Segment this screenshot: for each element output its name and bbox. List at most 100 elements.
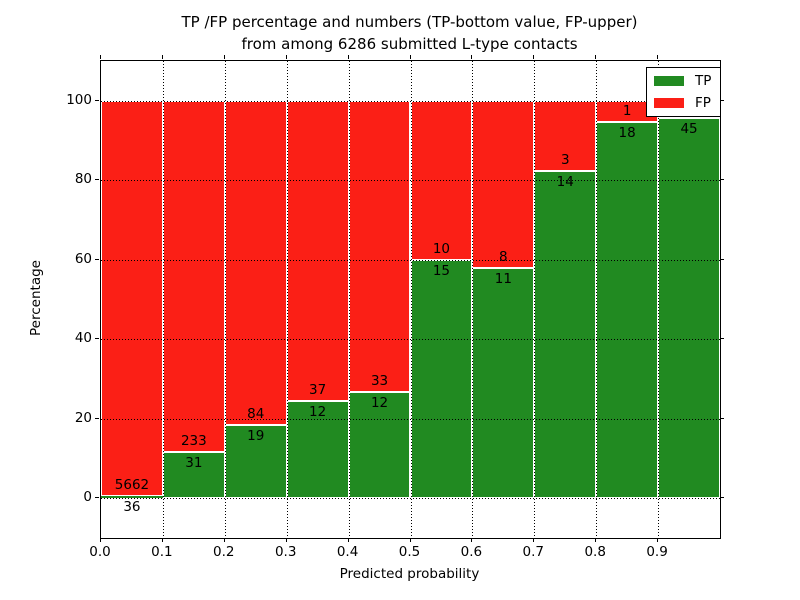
gridline-y-80 (101, 180, 720, 182)
x-tick-bottom-0.5 (409, 538, 411, 542)
bar-label-fp-0.2-0.3: 84 (247, 405, 265, 422)
bar-segment-fp-0.3-0.4 (286, 100, 349, 401)
bar-label-tp-0.1-0.2: 31 (185, 454, 203, 471)
x-tick-label-0.8: 0.8 (584, 544, 606, 560)
chart-title-line2: from among 6286 submitted L-type contact… (241, 35, 578, 53)
gridline-y-0 (101, 498, 720, 500)
gridline-y-40 (101, 339, 720, 341)
y-tick-right-40 (720, 338, 724, 340)
legend-item-fp: FP (654, 96, 711, 110)
x-tick-bottom-0.3 (285, 538, 287, 542)
legend: TP FP (646, 67, 722, 117)
gridline-x-0.5 (410, 61, 412, 538)
y-tick-left-100 (95, 99, 99, 101)
gridline-x-0.8 (596, 61, 598, 538)
gridline-y-20 (101, 418, 720, 420)
x-tick-bottom-0.2 (223, 538, 225, 542)
bar-label-tp-0.0-0.1: 36 (123, 498, 141, 515)
y-tick-left-80 (95, 179, 99, 181)
x-tick-top-0.8 (595, 55, 597, 59)
bar-label-tp-0.7-0.8: 14 (556, 173, 574, 190)
x-tick-label-0.5: 0.5 (398, 544, 421, 560)
x-tick-label-0.2: 0.2 (213, 544, 235, 560)
gridline-x-0.7 (534, 61, 536, 538)
bar-segment-fp-0.6-0.7 (472, 100, 535, 269)
y-tick-right-100 (720, 99, 724, 101)
y-tick-right-20 (720, 417, 724, 419)
legend-item-tp: TP (654, 74, 711, 88)
y-tick-left-40 (95, 338, 99, 340)
x-tick-label-0.9: 0.9 (646, 544, 668, 560)
x-tick-top-0.7 (533, 55, 535, 59)
y-tick-label-0: 0 (83, 489, 92, 506)
bar-label-fp-0.1-0.2: 233 (180, 432, 207, 449)
x-tick-label-0.4: 0.4 (336, 544, 359, 560)
y-tick-label-60: 60 (74, 250, 92, 267)
legend-label-fp: FP (695, 95, 711, 111)
bar-label-tp-0.6-0.7: 11 (494, 271, 512, 288)
bar-segment-tp-0.0-0.1 (101, 495, 163, 499)
plot-area: 5662 36 233 31 84 19 37 12 33 12 10 15 8 11 3 14 1 18 45 (100, 60, 721, 539)
x-tick-bottom-0.1 (161, 538, 163, 542)
bar-label-tp-0.5-0.6: 15 (432, 262, 451, 279)
gridline-x-0.1 (162, 61, 164, 538)
x-axis-label: Predicted probability (339, 566, 480, 582)
x-tick-bottom-0.6 (471, 538, 473, 542)
x-tick-top-0.4 (347, 55, 349, 59)
bar-segment-fp-0.4-0.5 (348, 100, 411, 393)
bar-segment-tp-0.8-0.9 (596, 121, 659, 499)
legend-label-tp: TP (695, 73, 712, 89)
x-tick-top-0.3 (285, 55, 287, 59)
y-tick-left-0 (95, 497, 99, 499)
fp-swatch-icon (654, 98, 684, 108)
x-tick-top-0.1 (161, 55, 163, 59)
x-tick-top-0.9 (657, 55, 659, 59)
gridline-x-0.2 (224, 61, 226, 538)
bar-label-fp-0.7-0.8: 3 (560, 151, 570, 168)
bar-segment-tp-0.7-0.8 (534, 170, 597, 499)
bar-label-fp-0.6-0.7: 8 (499, 249, 508, 266)
y-tick-right-80 (720, 179, 724, 181)
x-tick-label-0.3: 0.3 (274, 544, 297, 560)
bar-label-fp-0.3-0.4: 37 (309, 381, 327, 398)
bar-segment-tp-0.6-0.7 (472, 268, 535, 499)
y-tick-left-60 (95, 258, 99, 260)
gridline-x-0.3 (286, 61, 288, 538)
x-tick-bottom-0.8 (595, 538, 597, 542)
x-tick-bottom-0.9 (657, 538, 659, 542)
y-axis-label: Percentage (28, 260, 44, 336)
chart-title-line1: TP /FP percentage and numbers (TP-bottom… (181, 13, 638, 31)
gridline-x-0.9 (658, 61, 660, 538)
x-tick-top-0.5 (409, 55, 411, 59)
bar-segment-fp-0.2-0.3 (224, 100, 287, 425)
bar-label-fp-0.0-0.1: 5662 (114, 476, 150, 493)
bar-label-tp-0.8-0.9: 18 (618, 124, 636, 141)
gridline-x-0.6 (472, 61, 474, 538)
bar-segment-tp-0.9-1.0 (658, 117, 720, 499)
y-tick-label-20: 20 (74, 409, 92, 426)
gridline-y-100 (101, 100, 720, 102)
bar-label-tp-0.9-1.0: 45 (680, 120, 698, 137)
bar-label-tp-0.3-0.4: 12 (309, 403, 327, 420)
bar-label-fp-0.8-0.9: 1 (622, 102, 632, 119)
bar-labels-layer: 5662 36 233 31 84 19 37 12 33 12 10 15 8 11 3 14 1 18 45 (101, 61, 720, 538)
bar-segment-tp-0.1-0.2 (162, 451, 225, 499)
bar-label-fp-0.5-0.6: 10 (432, 240, 451, 257)
y-tick-right-60 (720, 258, 724, 260)
grid-layer (101, 61, 720, 538)
x-tick-bottom-0.4 (347, 538, 349, 542)
bar-label-tp-0.2-0.3: 19 (247, 427, 265, 444)
bar-label-fp-0.4-0.5: 33 (370, 373, 389, 390)
x-tick-label-0.7: 0.7 (522, 544, 545, 560)
x-tick-label-0.1: 0.1 (151, 544, 173, 560)
y-tick-left-20 (95, 417, 99, 419)
bar-segment-tp-0.5-0.6 (410, 259, 473, 499)
x-tick-top-0.0 (100, 55, 101, 59)
chart-title: TP /FP percentage and numbers (TP-bottom… (100, 11, 719, 55)
x-tick-label-0.6: 0.6 (460, 544, 483, 560)
gridline-x-0.4 (348, 61, 350, 538)
x-tick-bottom-0.0 (100, 538, 101, 542)
x-tick-top-0.2 (223, 55, 225, 59)
tp-swatch-icon (654, 76, 684, 86)
